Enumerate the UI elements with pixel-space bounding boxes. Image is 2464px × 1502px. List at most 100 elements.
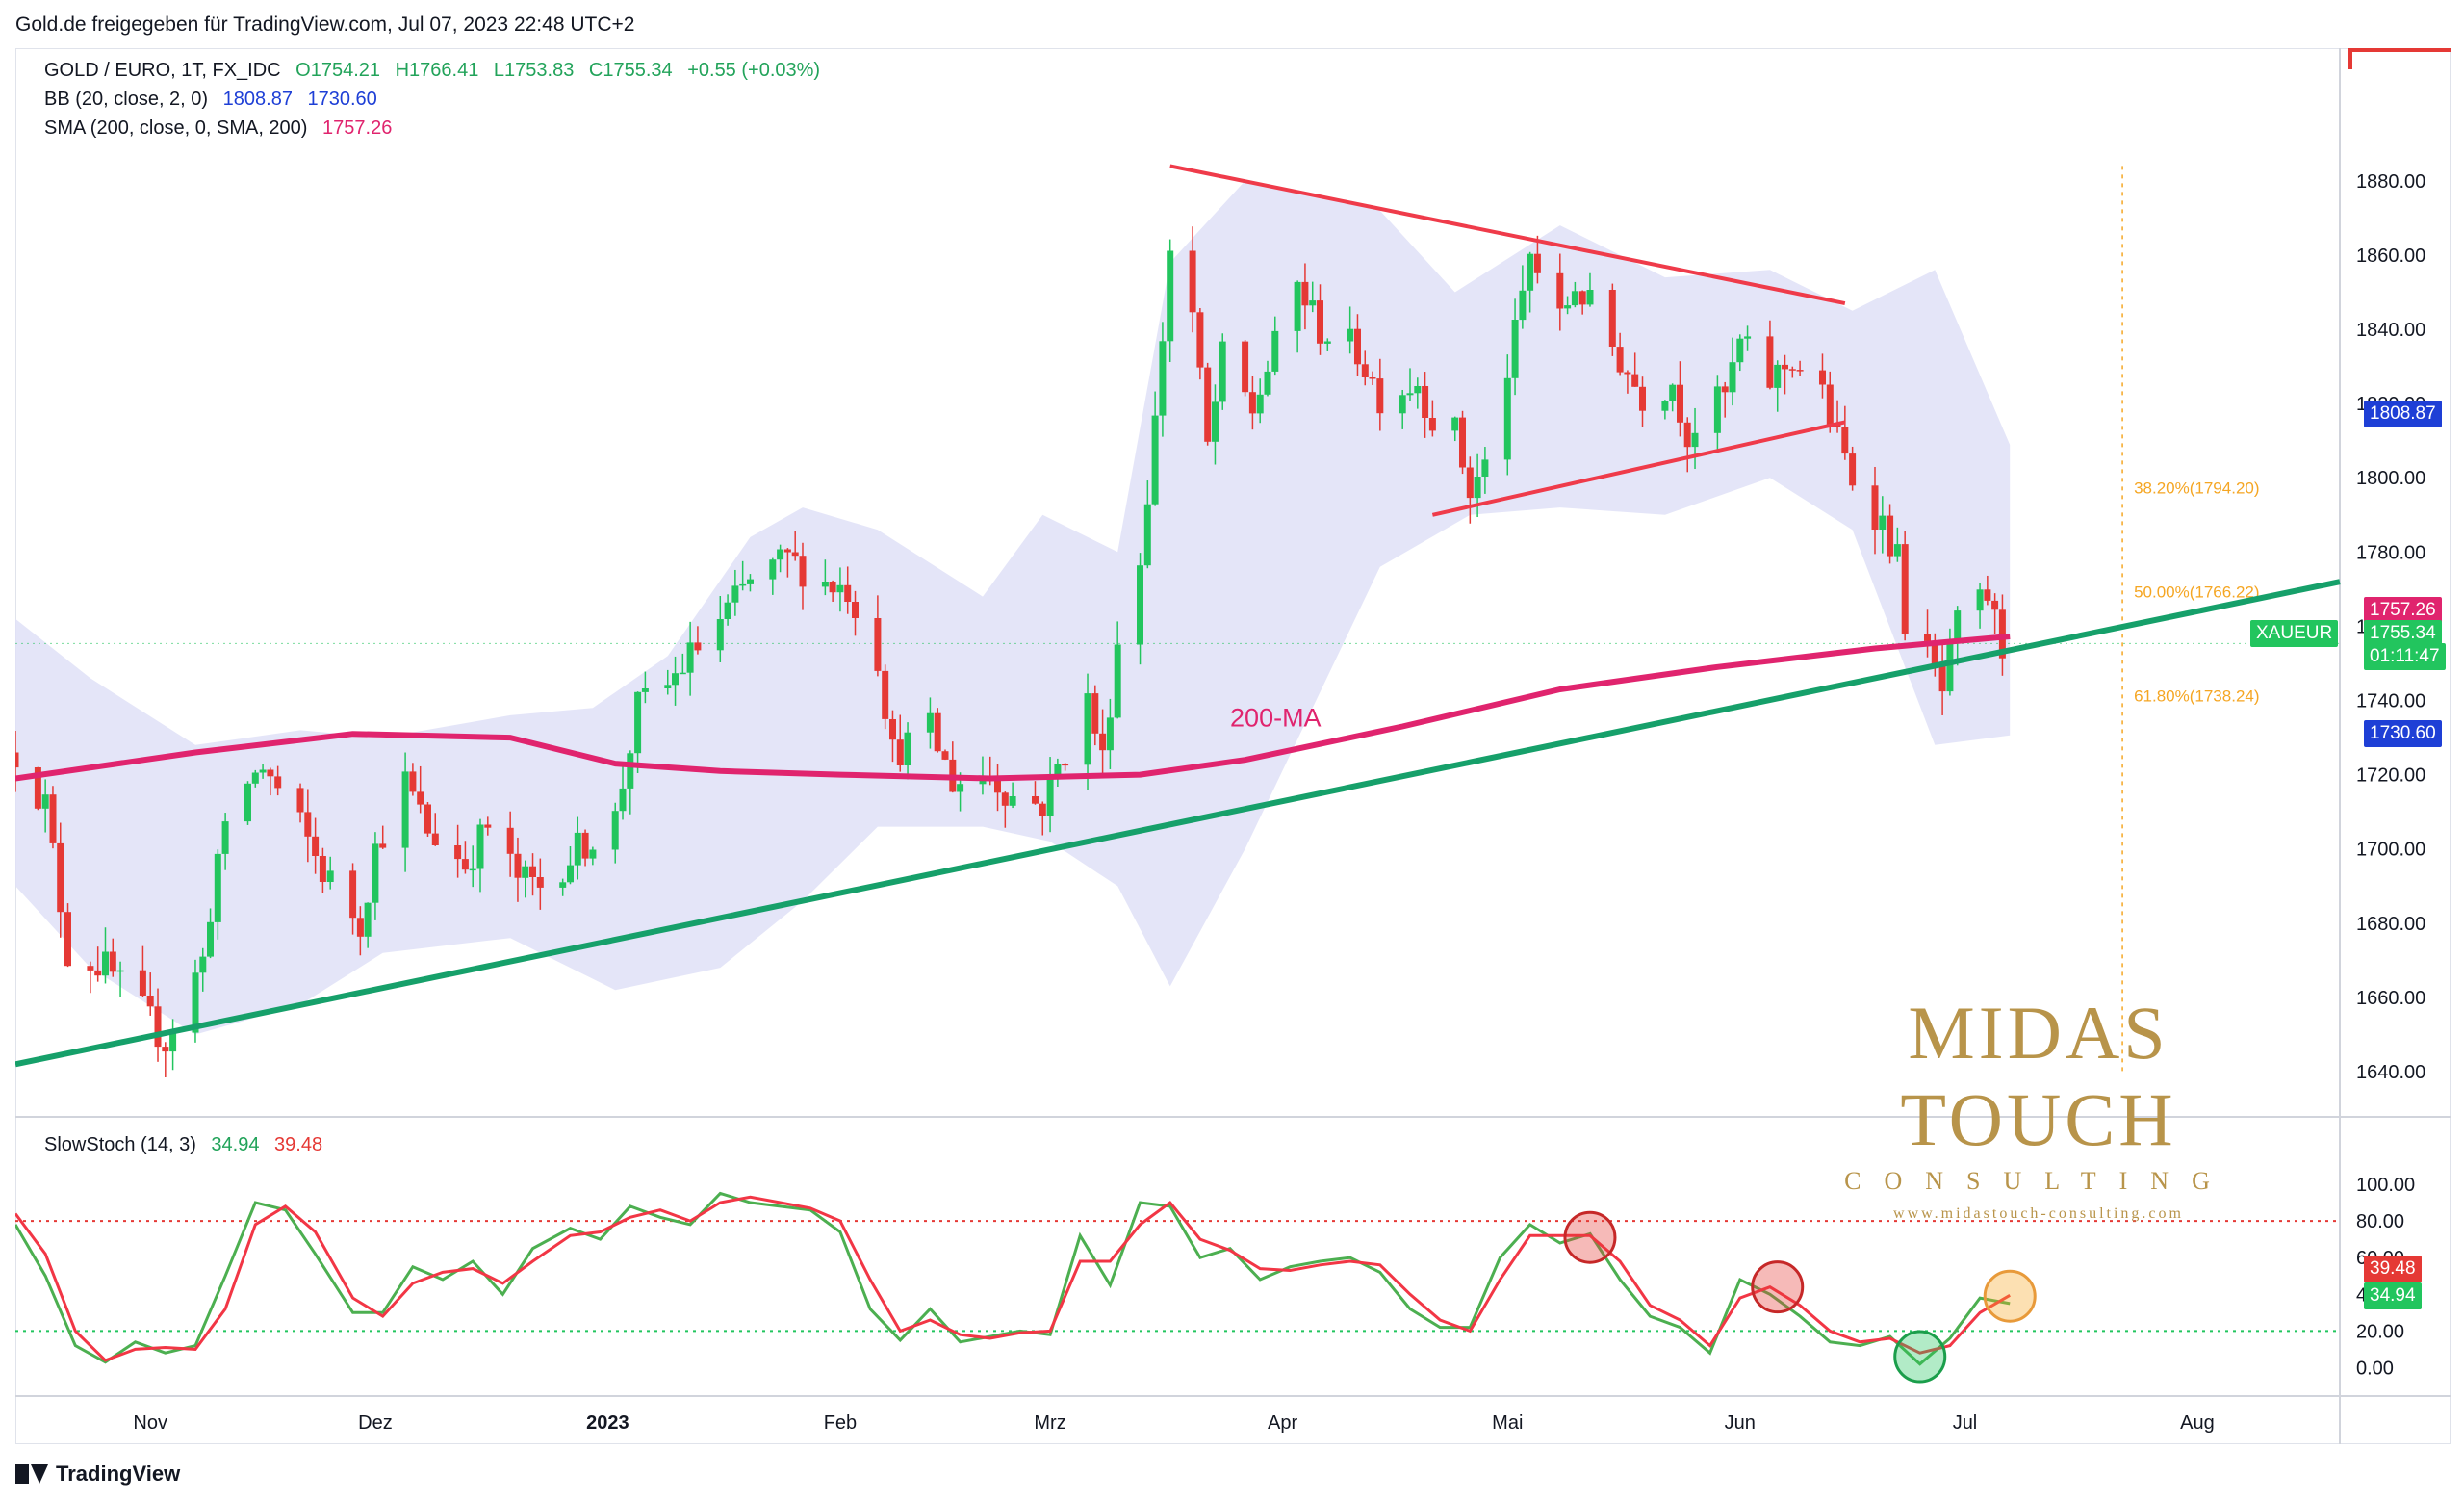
time-tick-label: Apr bbox=[1268, 1412, 1297, 1434]
candle-body-12 bbox=[146, 996, 154, 1007]
time-tick-label: Jun bbox=[1725, 1412, 1756, 1434]
candle-body-1 bbox=[34, 767, 41, 809]
candle-body-118 bbox=[1256, 394, 1264, 414]
tradingview-footer[interactable]: TradingView bbox=[15, 1462, 180, 1487]
fibonacci-label-1: 50.00%(1766.22) bbox=[2134, 583, 2259, 601]
stoch-highlight-circle-3 bbox=[1983, 1269, 2037, 1323]
candle-body-20 bbox=[221, 821, 229, 854]
candle-body-98 bbox=[1046, 775, 1054, 816]
countdown-tag: 01:11:47 bbox=[2364, 643, 2446, 670]
candle-body-48 bbox=[522, 866, 529, 878]
chart-canvas[interactable]: 1640.00 1660.00 1680.00 1700.00 1720.00 1740.… bbox=[15, 48, 2451, 1444]
candle-body-79 bbox=[844, 584, 852, 602]
candle-body-54 bbox=[581, 832, 589, 859]
candle-body-25 bbox=[274, 776, 282, 789]
candle-body-158 bbox=[1677, 384, 1683, 423]
candle-body-19 bbox=[214, 853, 221, 922]
candle-body-177 bbox=[1879, 515, 1886, 530]
price-tick-label: 1680.00 bbox=[2356, 914, 2426, 935]
price-tick-label: 1780.00 bbox=[2356, 542, 2426, 563]
candle-body-22 bbox=[251, 772, 259, 784]
high-value: H1766.41 bbox=[395, 60, 479, 81]
candle-body-109 bbox=[1159, 341, 1167, 416]
symbol-legend: GOLD / EURO, 1T, FX_IDC O1754.21 H1766.4… bbox=[44, 60, 830, 82]
candle-body-128 bbox=[1361, 364, 1369, 377]
chart-frame[interactable]: 1640.00 1660.00 1680.00 1700.00 1720.00 1740.… bbox=[15, 48, 2451, 1444]
candle-body-95 bbox=[1009, 796, 1016, 806]
candle-body-101 bbox=[1084, 693, 1091, 765]
marker-stub bbox=[2348, 48, 2352, 69]
brand-name: MIDAS TOUCH bbox=[1900, 991, 2177, 1161]
candle-body-39 bbox=[424, 804, 431, 834]
stoch-tick-label: 20.00 bbox=[2356, 1321, 2404, 1342]
candle-body-88 bbox=[941, 751, 949, 760]
candle-body-62 bbox=[672, 673, 679, 686]
candle-body-166 bbox=[1766, 336, 1774, 388]
candle-body-100 bbox=[1062, 764, 1069, 766]
candle-body-149 bbox=[1578, 291, 1586, 305]
candle-body-2 bbox=[41, 794, 49, 809]
candle-body-71 bbox=[769, 559, 777, 580]
stoch-d-tag: 39.48 bbox=[2364, 1256, 2422, 1282]
brand-url: www.midastouch-consulting.com bbox=[1893, 1205, 2184, 1222]
candle-body-133 bbox=[1414, 386, 1422, 394]
candle-body-141 bbox=[1503, 377, 1511, 460]
candle-body-135 bbox=[1428, 418, 1436, 431]
candle-body-134 bbox=[1422, 386, 1429, 418]
candle-body-21 bbox=[244, 783, 251, 822]
tradingview-logo-text: TradingView bbox=[56, 1462, 181, 1486]
low-value: L1753.83 bbox=[493, 60, 575, 81]
stoch-tick-label: 80.00 bbox=[2356, 1211, 2404, 1232]
time-tick-label: Jul bbox=[1953, 1412, 1978, 1434]
candle-body-186 bbox=[1976, 589, 1984, 611]
symbol-title: GOLD / EURO, 1T, FX_IDC bbox=[44, 60, 281, 81]
price-tick-label: 1800.00 bbox=[2356, 468, 2426, 489]
candle-body-110 bbox=[1167, 250, 1174, 342]
candle-body-171 bbox=[1819, 370, 1826, 385]
candle-body-117 bbox=[1248, 392, 1256, 414]
bb-legend: BB (20, close, 2, 0) 1808.87 1730.60 bbox=[44, 89, 387, 111]
brand-watermark: MIDAS TOUCH CONSULTING www.midastouch-co… bbox=[1759, 990, 2318, 1223]
stoch-k-value: 34.94 bbox=[211, 1134, 260, 1155]
candle-body-188 bbox=[1991, 600, 1999, 610]
candle-body-129 bbox=[1369, 377, 1376, 379]
sma-legend: SMA (200, close, 0, SMA, 200) 1757.26 bbox=[44, 117, 401, 140]
candle-body-147 bbox=[1564, 305, 1572, 309]
publish-line: Gold.de freigegeben für TradingView.com,… bbox=[15, 13, 635, 36]
candle-body-34 bbox=[372, 843, 379, 903]
candle-body-75 bbox=[799, 556, 807, 587]
candle-body-73 bbox=[783, 549, 791, 553]
candle-body-24 bbox=[267, 769, 274, 777]
candle-body-28 bbox=[312, 836, 320, 856]
candle-body-83 bbox=[889, 719, 896, 740]
candle-body-104 bbox=[1106, 717, 1114, 751]
time-tick-label: Nov bbox=[133, 1412, 167, 1434]
candle-body-154 bbox=[1631, 374, 1639, 387]
candle-body-136 bbox=[1451, 417, 1459, 431]
sma-label: SMA (200, close, 0, SMA, 200) bbox=[44, 117, 308, 139]
candle-body-82 bbox=[882, 670, 889, 719]
candle-body-36 bbox=[401, 771, 409, 848]
tradingview-logo-icon bbox=[15, 1464, 48, 1484]
candle-body-44 bbox=[476, 824, 484, 869]
candle-body-121 bbox=[1294, 281, 1301, 331]
price-tick-label: 1860.00 bbox=[2356, 246, 2426, 267]
stoch-highlight-circle-1 bbox=[1751, 1260, 1805, 1314]
candle-body-27 bbox=[304, 812, 312, 837]
candle-body-56 bbox=[611, 811, 619, 850]
candle-body-119 bbox=[1264, 371, 1271, 395]
triangle-upper-line bbox=[1169, 164, 1846, 305]
candle-body-126 bbox=[1347, 328, 1354, 342]
open-value: O1754.21 bbox=[295, 60, 381, 81]
candle-body-148 bbox=[1571, 291, 1578, 306]
candle-body-0 bbox=[15, 752, 19, 768]
candle-body-152 bbox=[1616, 347, 1624, 373]
fibonacci-label-0: 38.20%(1794.20) bbox=[2134, 479, 2259, 498]
candle-body-61 bbox=[664, 685, 672, 688]
candle-body-94 bbox=[1001, 792, 1009, 806]
stoch-legend: SlowStoch (14, 3) 34.94 39.48 bbox=[44, 1134, 332, 1156]
stoch-d-line bbox=[15, 1195, 2011, 1362]
bollinger-band bbox=[15, 180, 2011, 1035]
candle-body-161 bbox=[1713, 386, 1721, 433]
stoch-k-tag: 34.94 bbox=[2364, 1282, 2422, 1309]
